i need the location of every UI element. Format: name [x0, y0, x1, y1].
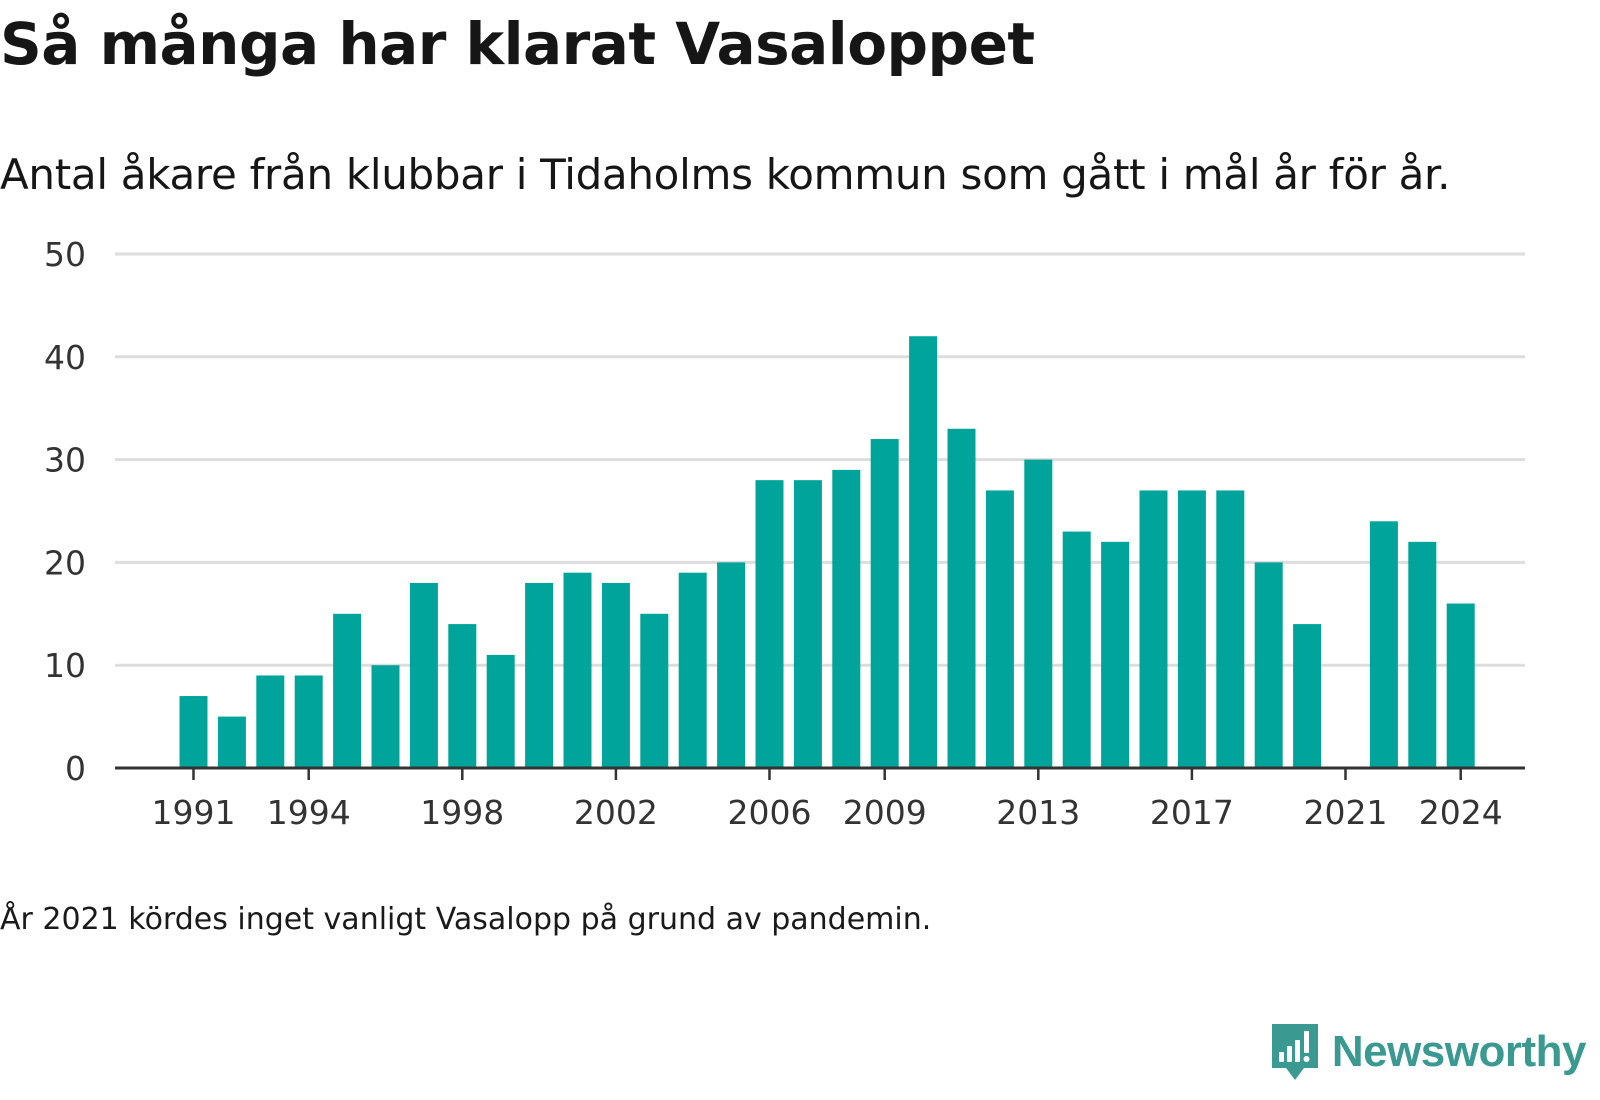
brand: Newsworthy: [1270, 1022, 1587, 1082]
x-tick-label: 2002: [574, 793, 658, 832]
footnote: År 2021 kördes inget vanligt Vasalopp på…: [0, 902, 932, 937]
bar-2000: [525, 582, 554, 768]
y-tick-label: 20: [44, 543, 86, 582]
bar-chart: 0 10 20 30 40 50 1991 1994 1998 2002 2006 2009 2013…: [44, 235, 1525, 832]
bar-2006: [755, 480, 784, 768]
bar-2009: [870, 439, 899, 768]
bar-1999: [486, 654, 515, 768]
x-tick-label: 2024: [1419, 793, 1503, 832]
brand-name: Newsworthy: [1331, 1027, 1587, 1076]
bar-2001: [563, 572, 592, 768]
bar-1994: [294, 675, 323, 768]
bar-2010: [909, 336, 938, 768]
bar-2003: [640, 613, 669, 768]
y-tick-label: 50: [44, 235, 86, 274]
chart-subtitle: Antal åkare från klubbar i Tidaholms kom…: [0, 150, 1451, 199]
bar-2002: [601, 582, 630, 768]
newsworthy-logo-icon: [1271, 1024, 1318, 1080]
bar-2023: [1408, 541, 1437, 768]
y-tick-labels: 0 10 20 30 40 50: [44, 235, 86, 788]
x-tick-labels: 1991 1994 1998 2002 2006 2009 2013 2017 2021 2024: [152, 793, 1503, 832]
bar-1992: [217, 716, 246, 768]
bar-1995: [333, 613, 362, 768]
x-tick-label: 2006: [728, 793, 812, 832]
x-tick-label: 1991: [152, 793, 236, 832]
bar-2013: [1024, 459, 1053, 768]
bar-2004: [678, 572, 707, 768]
x-tick-label: 2017: [1150, 793, 1234, 832]
y-tick-label: 10: [44, 646, 86, 685]
bar-1998: [448, 624, 477, 768]
bar-1993: [256, 675, 285, 768]
x-tick-label: 2009: [843, 793, 927, 832]
y-tick-label: 0: [65, 749, 86, 788]
x-tick-label: 1994: [267, 793, 351, 832]
x-tick-label: 1998: [420, 793, 504, 832]
bar-1991: [179, 696, 208, 768]
chart-title: Så många har klarat Vasaloppet: [0, 10, 1035, 78]
x-axis: [115, 766, 1525, 780]
bar-2008: [832, 469, 861, 768]
bar-2012: [985, 490, 1014, 768]
bars: [179, 336, 1475, 768]
grid-lines: [115, 252, 1525, 667]
bar-2022: [1369, 521, 1398, 768]
bar-2017: [1177, 490, 1206, 768]
bar-2014: [1062, 531, 1091, 768]
bar-2015: [1101, 541, 1130, 768]
bar-1996: [371, 665, 400, 768]
bar-2019: [1254, 562, 1283, 768]
bar-2016: [1139, 490, 1168, 768]
y-tick-label: 40: [44, 338, 86, 377]
bar-2020: [1293, 624, 1322, 768]
y-tick-label: 30: [44, 441, 86, 480]
x-tick-label: 2021: [1304, 793, 1388, 832]
bar-2007: [793, 480, 822, 768]
bar-2024: [1446, 603, 1475, 768]
bar-2011: [947, 428, 976, 768]
bar-2018: [1216, 490, 1245, 768]
bar-2005: [717, 562, 746, 768]
bar-1997: [409, 582, 438, 768]
x-tick-label: 2013: [996, 793, 1080, 832]
